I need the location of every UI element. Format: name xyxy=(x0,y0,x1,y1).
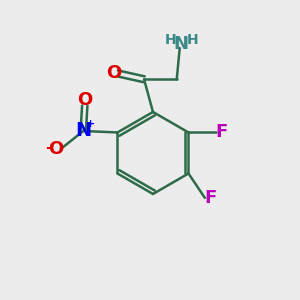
Text: +: + xyxy=(86,119,95,129)
Text: O: O xyxy=(77,92,92,110)
Text: -: - xyxy=(45,140,52,155)
Text: O: O xyxy=(48,140,63,158)
Text: H: H xyxy=(164,33,176,47)
Text: F: F xyxy=(215,124,227,142)
Text: N: N xyxy=(174,34,189,52)
Text: F: F xyxy=(204,189,216,207)
Text: H: H xyxy=(186,33,198,47)
Text: N: N xyxy=(75,122,92,140)
Text: O: O xyxy=(106,64,122,82)
